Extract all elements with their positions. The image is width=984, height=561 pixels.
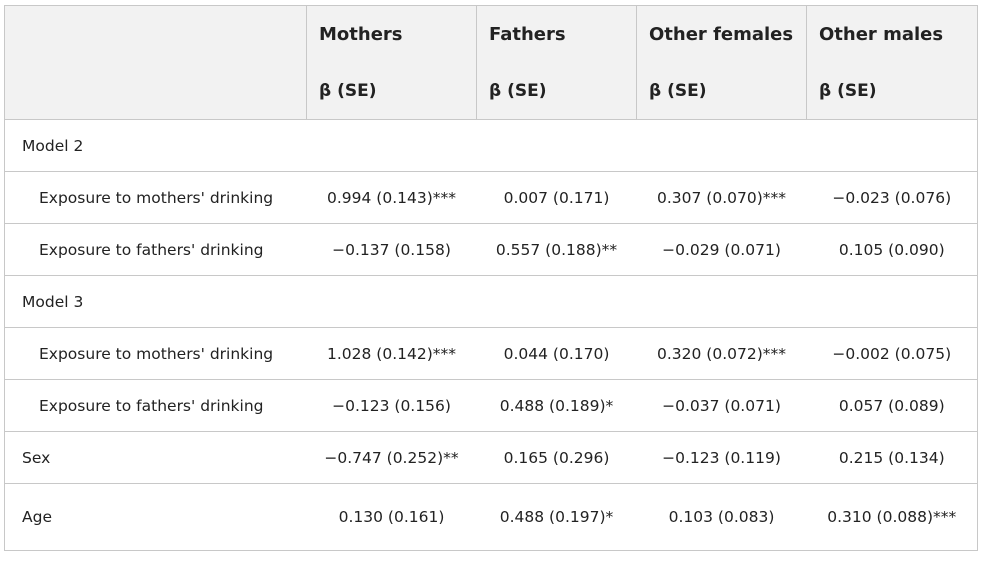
table-cell: 0.044 (0.170) bbox=[476, 327, 637, 380]
header-cell-other-males: Other males β (SE) bbox=[806, 5, 978, 120]
table-cell: −0.747 (0.252)** bbox=[306, 431, 477, 484]
table-row: Sex −0.747 (0.252)** 0.165 (0.296) −0.12… bbox=[4, 431, 978, 484]
table-cell: 0.307 (0.070)*** bbox=[636, 171, 807, 224]
table-cell: 0.320 (0.072)*** bbox=[636, 327, 807, 380]
row-label: Exposure to mothers' drinking bbox=[4, 327, 307, 380]
column-title: Fathers bbox=[489, 24, 566, 45]
table-cell bbox=[806, 275, 978, 328]
table-cell: −0.037 (0.071) bbox=[636, 379, 807, 432]
table-row: Age 0.130 (0.161) 0.488 (0.197)* 0.103 (… bbox=[4, 483, 978, 551]
results-table-container: Mothers β (SE) Fathers β (SE) Other female… bbox=[4, 5, 978, 554]
table-cell: 0.557 (0.188)** bbox=[476, 223, 637, 276]
row-label: Age bbox=[4, 483, 307, 551]
table-cell bbox=[306, 275, 477, 328]
table-cell: 0.057 (0.089) bbox=[806, 379, 978, 432]
table-cell: 0.165 (0.296) bbox=[476, 431, 637, 484]
table-cell: 0.488 (0.197)* bbox=[476, 483, 637, 551]
column-title: Other females bbox=[649, 24, 794, 45]
table-cell: −0.123 (0.119) bbox=[636, 431, 807, 484]
header-row: Mothers β (SE) Fathers β (SE) Other female… bbox=[4, 5, 978, 120]
table-cell: 0.130 (0.161) bbox=[306, 483, 477, 551]
table-row-model-2: Model 2 bbox=[4, 119, 978, 172]
header-cell-empty bbox=[4, 5, 307, 120]
table-row: Exposure to mothers' drinking 1.028 (0.1… bbox=[4, 327, 978, 380]
row-label: Exposure to fathers' drinking bbox=[4, 223, 307, 276]
table-cell: 0.310 (0.088)*** bbox=[806, 483, 978, 551]
table-cell bbox=[476, 119, 637, 172]
table-cell: −0.123 (0.156) bbox=[306, 379, 477, 432]
row-label: Sex bbox=[4, 431, 307, 484]
table-cell: −0.023 (0.076) bbox=[806, 171, 978, 224]
table-cell bbox=[806, 119, 978, 172]
column-stat-label: β (SE) bbox=[489, 81, 547, 101]
table-cell bbox=[306, 119, 477, 172]
column-stat-label: β (SE) bbox=[319, 81, 377, 101]
regression-results-table: Mothers β (SE) Fathers β (SE) Other female… bbox=[4, 5, 978, 551]
table-cell: 1.028 (0.142)*** bbox=[306, 327, 477, 380]
column-title: Other males bbox=[819, 24, 944, 45]
row-label: Exposure to mothers' drinking bbox=[4, 171, 307, 224]
row-label: Model 3 bbox=[4, 275, 307, 328]
table-cell bbox=[636, 119, 807, 172]
table-row-model-3: Model 3 bbox=[4, 275, 978, 328]
table-cell: 0.215 (0.134) bbox=[806, 431, 978, 484]
column-stat-label: β (SE) bbox=[649, 81, 707, 101]
table-row: Exposure to fathers' drinking −0.123 (0.… bbox=[4, 379, 978, 432]
table-cell: 0.488 (0.189)* bbox=[476, 379, 637, 432]
row-label: Model 2 bbox=[4, 119, 307, 172]
table-cell bbox=[636, 275, 807, 328]
table-body: Model 2 Exposure to mothers' drinking 0.… bbox=[4, 119, 978, 551]
table-cell: −0.002 (0.075) bbox=[806, 327, 978, 380]
column-title: Mothers bbox=[319, 24, 403, 45]
header-cell-mothers: Mothers β (SE) bbox=[306, 5, 477, 120]
table-cell: 0.007 (0.171) bbox=[476, 171, 637, 224]
column-stat-label: β (SE) bbox=[819, 81, 877, 101]
table-cell: 0.994 (0.143)*** bbox=[306, 171, 477, 224]
table-cell: −0.029 (0.071) bbox=[636, 223, 807, 276]
table-cell: 0.103 (0.083) bbox=[636, 483, 807, 551]
table-cell: −0.137 (0.158) bbox=[306, 223, 477, 276]
table-cell bbox=[476, 275, 637, 328]
row-label: Exposure to fathers' drinking bbox=[4, 379, 307, 432]
table-row: Exposure to fathers' drinking −0.137 (0.… bbox=[4, 223, 978, 276]
table-cell: 0.105 (0.090) bbox=[806, 223, 978, 276]
header-cell-fathers: Fathers β (SE) bbox=[476, 5, 637, 120]
table-row: Exposure to mothers' drinking 0.994 (0.1… bbox=[4, 171, 978, 224]
header-cell-other-females: Other females β (SE) bbox=[636, 5, 807, 120]
table-header: Mothers β (SE) Fathers β (SE) Other female… bbox=[4, 5, 978, 120]
